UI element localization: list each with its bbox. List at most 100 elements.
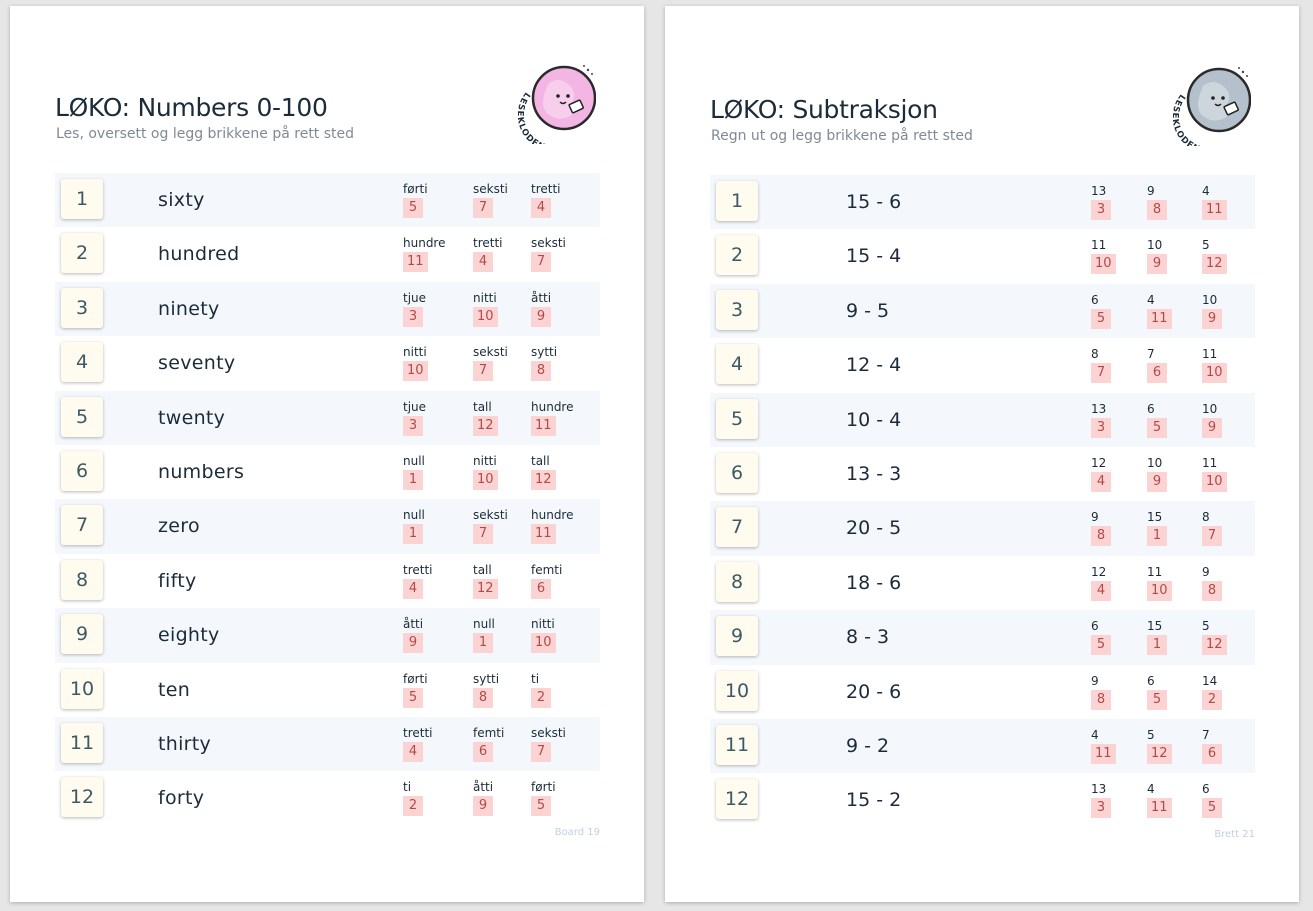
answer-option: tretti 4 [531,182,561,218]
answer-option: seksti 7 [473,345,508,382]
option-number-badge: 1 [1147,526,1167,547]
option-label: femti [473,725,505,740]
option-label: 11 [1202,347,1218,362]
option-number-badge: 11 [1147,308,1172,329]
option-number-badge: 10 [1091,254,1116,275]
option-label: 13 [1091,782,1107,797]
prompt-text: seventy [158,352,236,375]
prompt-text: zero [158,515,200,538]
prompt-text: eighty [158,624,220,647]
answer-option: 5 12 [1202,619,1227,656]
table-row: 4 12 - 4 8 7 7 6 11 10 [710,338,1255,392]
answer-option: 15 1 [1147,510,1167,547]
option-number-badge: 10 [1147,580,1172,601]
option-label: nitti [531,617,555,632]
option-label: tretti [473,236,503,251]
option-number-badge: 9 [1202,417,1222,438]
option-label: ti [403,780,412,795]
answer-option: hundre 11 [531,508,574,545]
number-tile: 12 [61,777,103,818]
option-label: 11 [1202,455,1218,470]
answer-option: 10 9 [1202,293,1222,329]
option-number-badge: 9 [1202,308,1222,329]
option-number-badge: 3 [403,415,423,436]
option-label: tretti [403,725,433,740]
table-row: 2 hundred hundre 11 tretti 4 seksti 7 [55,227,600,281]
number-tile: 1 [716,181,758,221]
option-number-badge: 10 [473,469,498,490]
table-row: 3 ninety tjue 3 nitti 10 åtti 9 [55,281,600,337]
answer-option: 4 11 [1202,184,1227,220]
option-label: åtti [403,617,424,632]
answer-option: tall 12 [473,563,498,599]
answer-option: null 1 [403,508,425,545]
option-label: hundre [531,399,574,414]
answer-option: 13 3 [1091,402,1111,438]
option-number-badge: 6 [1202,743,1222,764]
option-number-badge: 7 [531,252,551,273]
option-label: 7 [1202,727,1210,742]
option-number-badge: 11 [531,415,556,436]
table-row: 12 forty ti 2 åtti 9 førti 5 [55,771,600,825]
option-number-badge: 11 [1091,743,1116,764]
answer-option: nitti 10 [403,345,428,382]
answer-option: 13 3 [1091,782,1111,819]
option-number-badge: 10 [473,306,498,327]
option-label: 13 [1091,401,1107,416]
table-row: 6 numbers null 1 nitti 10 tall 12 [55,445,600,499]
prompt-text: 18 - 6 [846,571,902,594]
answer-option: 11 10 [1091,238,1116,275]
option-label: 5 [1202,619,1210,634]
option-label: 6 [1202,782,1210,797]
prompt-text: 9 - 2 [846,734,890,757]
page-subtitle: Regn ut og legg brikkene på rett sted [711,128,973,144]
option-number-badge: 7 [531,741,551,762]
option-label: nitti [473,453,497,468]
number-tile: 11 [716,724,758,765]
option-number-badge: 3 [1091,798,1111,819]
answer-option: ti 2 [531,672,551,708]
answer-option: 11 10 [1147,565,1172,601]
answer-option: 5 12 [1202,238,1227,275]
option-label: 4 [1202,184,1210,198]
table-row: 5 twenty tjue 3 tall 12 hundre 11 [55,390,600,445]
option-label: 9 [1091,673,1099,688]
prompt-text: ten [158,678,191,701]
option-label: 6 [1147,673,1155,688]
prompt-text: forty [158,787,205,810]
option-label: 9 [1147,184,1155,198]
option-number-badge: 12 [531,469,556,490]
prompt-text: 8 - 3 [846,626,890,649]
option-label: null [403,453,425,468]
option-label: sytti [473,671,500,686]
table-row: 3 9 - 5 6 5 4 11 10 9 [710,283,1255,339]
option-number-badge: 2 [403,796,423,817]
answer-option: førti 5 [403,672,428,708]
option-label: ti [531,671,540,686]
answer-option: tretti 4 [403,563,433,599]
answer-option: 5 12 [1147,728,1172,764]
answer-option: hundre 11 [403,236,446,273]
prompt-text: sixty [158,189,205,211]
answer-option: 12 4 [1091,456,1111,492]
answer-option: tall 12 [473,400,498,436]
page-title: LØKO: Subtraksjon [710,95,938,124]
option-label: 4 [1091,727,1099,742]
table-row: 8 18 - 6 12 4 11 10 9 8 [710,556,1255,610]
option-number-badge: 7 [473,198,493,218]
option-number-badge: 1 [403,469,423,490]
option-number-badge: 6 [531,578,551,599]
option-number-badge: 9 [531,306,551,327]
option-number-badge: 9 [1147,254,1167,275]
option-number-badge: 12 [473,415,498,436]
number-tile: 2 [716,235,758,276]
option-number-badge: 6 [1147,363,1167,384]
answer-option: 10 9 [1202,402,1222,438]
option-number-badge: 10 [531,633,556,654]
option-label: 10 [1202,292,1218,307]
